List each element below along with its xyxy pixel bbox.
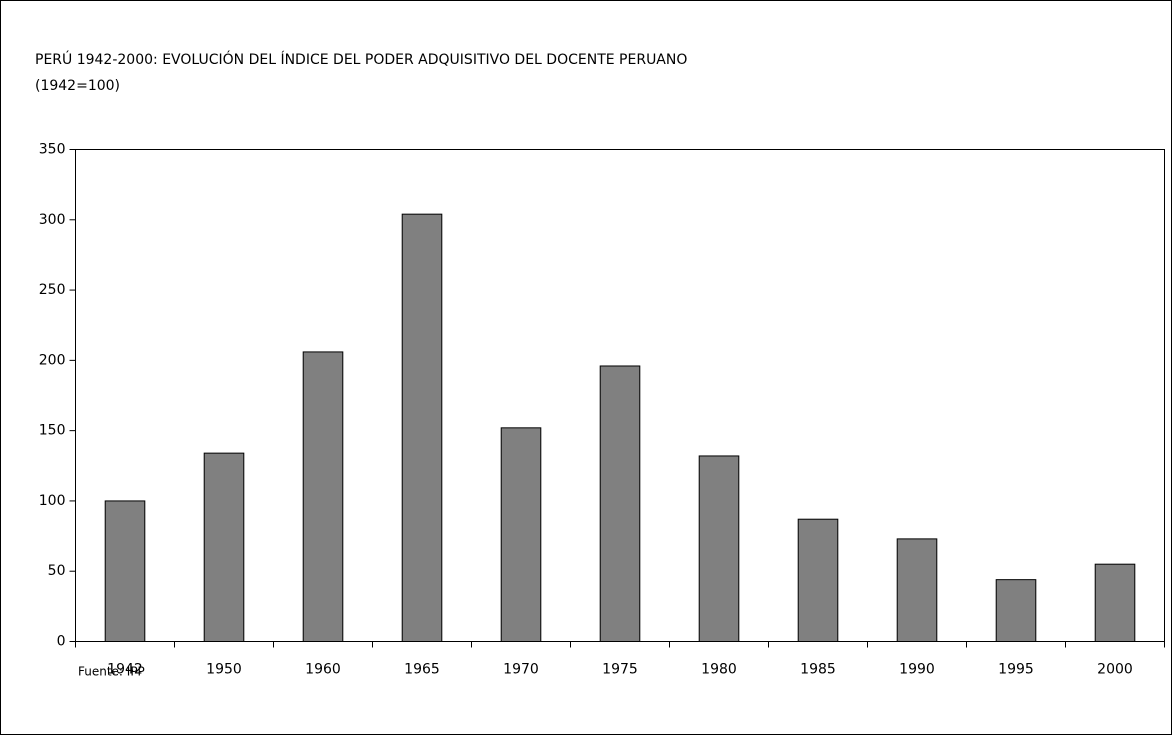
chart-title: PERÚ 1942-2000: EVOLUCIÓN DEL ÍNDICE DEL… [35,50,687,68]
y-tick-label: 100 [39,493,66,509]
bar [500,427,542,642]
y-tick-label: 200 [39,352,66,368]
bar [797,518,839,643]
x-tick-label: 1970 [503,662,539,678]
bar [599,365,641,642]
y-tick-label: 350 [39,142,66,158]
x-tick-label: 1995 [998,662,1034,678]
x-tick-label: 2000 [1097,662,1133,678]
bar [401,213,443,642]
bar [995,579,1037,642]
bar [698,455,740,642]
x-tick-label: 1965 [404,662,440,678]
y-tick-label: 150 [39,423,66,439]
y-tick-label: 250 [39,282,66,298]
bar [302,351,344,642]
y-tick-label: 300 [39,212,66,228]
x-tick-label: 1942 [107,662,143,678]
source-note: Fuente: IPP [78,665,145,679]
x-tick-label: 1985 [800,662,836,678]
bar [203,452,245,642]
bar [1094,563,1136,643]
x-tick-label: 1950 [206,662,242,678]
chart-subtitle: (1942=100) [35,78,120,94]
bar [896,538,938,643]
x-tick-label: 1990 [899,662,935,678]
y-tick-label: 0 [57,634,66,650]
x-tick-label: 1975 [602,662,638,678]
x-tick-label: 1980 [701,662,737,678]
x-tick-label: 1960 [305,662,341,678]
bar [104,500,146,642]
y-tick-label: 50 [48,563,66,579]
